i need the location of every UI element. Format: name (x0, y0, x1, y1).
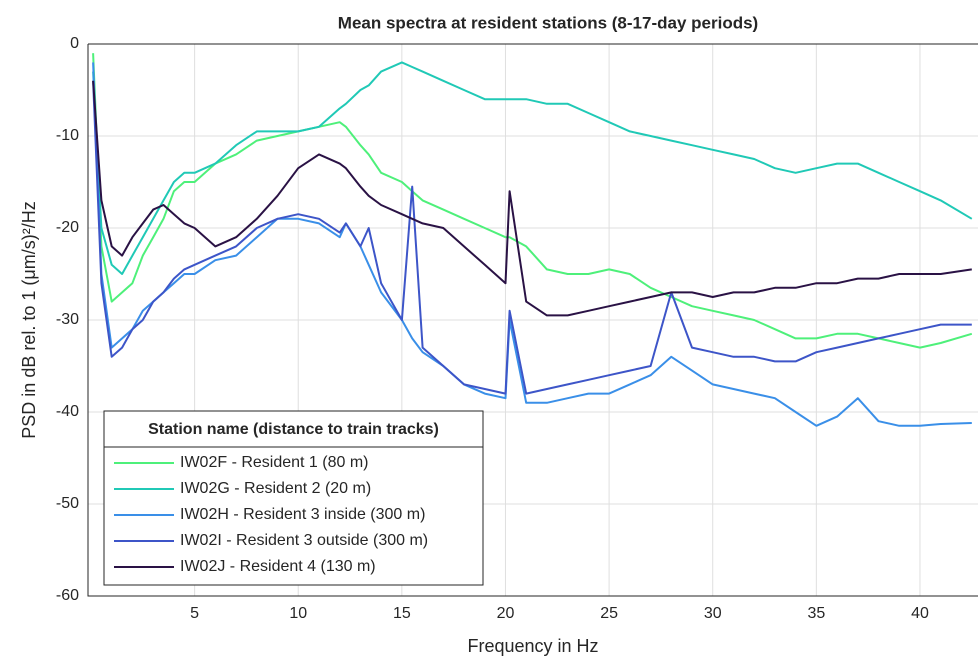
x-tick-label: 10 (289, 605, 307, 622)
y-tick-label: -30 (56, 311, 79, 328)
y-tick-label: -10 (56, 127, 79, 144)
legend-label: IW02G - Resident 2 (20 m) (180, 480, 371, 497)
chart-title: Mean spectra at resident stations (8-17-… (338, 13, 758, 32)
x-tick-label: 20 (497, 605, 515, 622)
x-tick-label: 25 (600, 605, 618, 622)
series-line (92, 80, 972, 395)
x-axis-label: Frequency in Hz (467, 636, 598, 656)
y-tick-label: 0 (70, 35, 79, 52)
x-tick-label: 35 (807, 605, 825, 622)
x-tick-label: 5 (190, 605, 199, 622)
x-tick-label: 30 (704, 605, 722, 622)
legend-label: IW02I - Resident 3 outside (300 m) (180, 532, 428, 549)
series-line (92, 61, 973, 275)
y-tick-label: -60 (56, 587, 79, 604)
legend-label: IW02F - Resident 1 (80 m) (180, 454, 369, 471)
x-tick-label: 40 (911, 605, 929, 622)
y-tick-label: -40 (56, 403, 79, 420)
legend-label: IW02J - Resident 4 (130 m) (180, 558, 376, 575)
legend-label: IW02H - Resident 3 inside (300 m) (180, 506, 425, 523)
y-axis-label: PSD in dB rel. to 1 (μm/s)²/Hz (19, 201, 39, 438)
x-tick-label: 15 (393, 605, 411, 622)
legend-title: Station name (distance to train tracks) (148, 421, 439, 438)
y-tick-label: -20 (56, 219, 79, 236)
series-line (92, 80, 972, 317)
axes-box (87, 44, 978, 597)
series-line (92, 53, 973, 349)
legend-box (103, 410, 484, 586)
y-tick-label: -50 (56, 495, 79, 512)
